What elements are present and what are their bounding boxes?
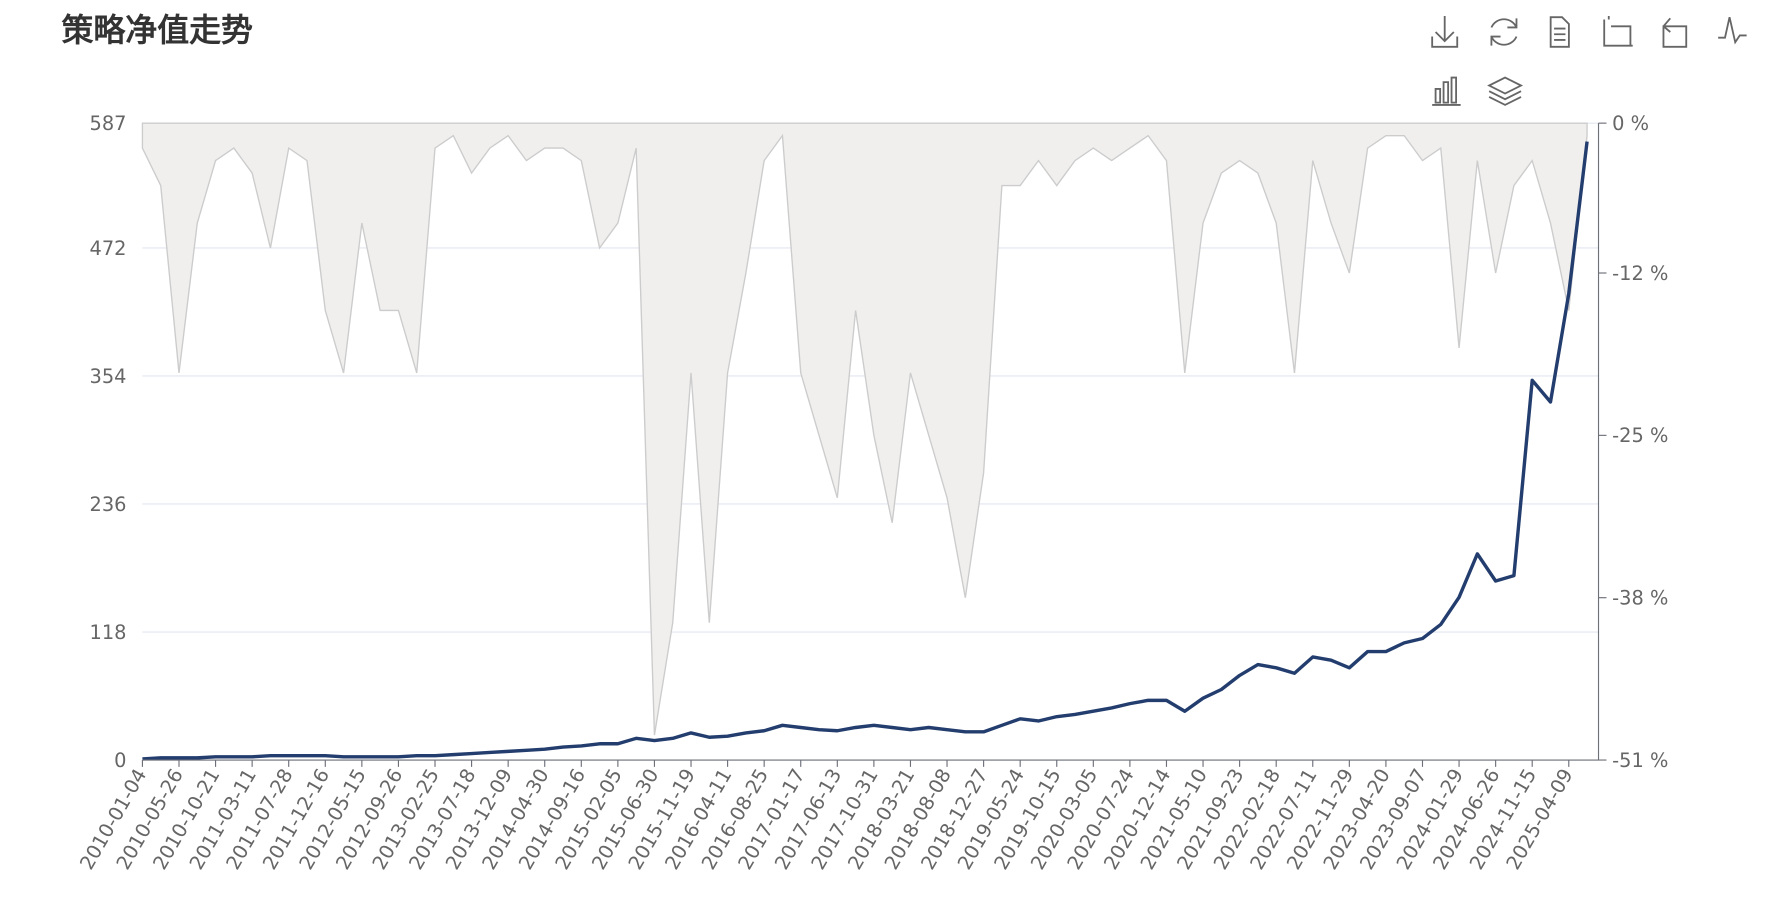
y-tick-label: 118 bbox=[90, 621, 127, 644]
tool-zoom[interactable] bbox=[1603, 16, 1633, 47]
tool-refresh[interactable] bbox=[1490, 18, 1518, 46]
y2-tick-label: -51 % bbox=[1612, 749, 1668, 772]
y-tick-label: 354 bbox=[90, 365, 127, 388]
nav-line bbox=[142, 141, 1589, 761]
y-tick-label: 236 bbox=[90, 493, 127, 516]
chart-title: 策略净值走势 bbox=[62, 11, 253, 49]
tool-download[interactable] bbox=[1431, 16, 1459, 48]
y-tick-label: 472 bbox=[90, 237, 127, 260]
tool-bar[interactable] bbox=[1432, 76, 1461, 106]
tool-line[interactable] bbox=[1718, 16, 1747, 45]
y2-tick-label: -25 % bbox=[1612, 424, 1668, 447]
drawdown-area bbox=[141, 122, 1588, 736]
tool-zoom-reset[interactable] bbox=[1662, 17, 1688, 48]
y2-tick-label: 0 % bbox=[1612, 112, 1649, 135]
y2-tick-label: -38 % bbox=[1612, 587, 1668, 610]
y-tick-label: 587 bbox=[90, 112, 127, 135]
tool-stack[interactable] bbox=[1487, 76, 1524, 106]
toolbox[interactable] bbox=[1431, 16, 1747, 106]
y-tick-label: 0 bbox=[114, 749, 126, 772]
tool-data-view[interactable] bbox=[1549, 16, 1570, 48]
y2-tick-label: -12 % bbox=[1612, 262, 1668, 285]
